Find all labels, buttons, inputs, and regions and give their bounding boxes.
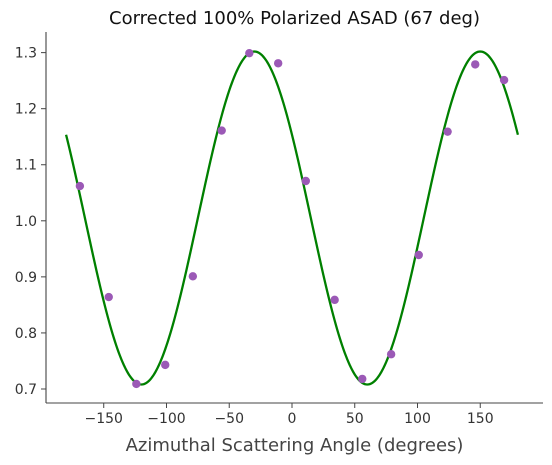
fit-layer (64, 50, 520, 386)
data-point (386, 350, 396, 359)
x-tick-label: 100 (404, 411, 431, 427)
data-point (188, 272, 198, 281)
x-tick-label: −50 (214, 411, 244, 427)
data-point (217, 126, 226, 135)
data-point (104, 292, 113, 302)
x-tick-label: 150 (467, 411, 494, 427)
data-point (330, 295, 339, 305)
points-layer (75, 48, 509, 389)
y-tick-label: 0.9 (15, 270, 37, 286)
y-tick-label: 0.8 (15, 326, 37, 342)
x-tick-label: −100 (147, 411, 185, 427)
y-tick-label: 1.3 (15, 46, 37, 62)
y-tick-label: 0.7 (15, 382, 37, 398)
tick-layer: −150 −100 −50 0 50 100 150 0.7 0.8 0.9 1.0 1.1 1.2 1.… (15, 46, 494, 427)
x-tick-label: 50 (346, 411, 364, 427)
x-tick-label: −150 (85, 411, 123, 427)
x-tick-label: 0 (288, 411, 297, 427)
y-tick-label: 1.1 (15, 158, 37, 174)
data-point (499, 75, 509, 85)
data-point (132, 379, 141, 389)
data-point (414, 250, 423, 260)
data-point (358, 374, 367, 384)
chart-title: Corrected 100% Polarized ASAD (67 deg) (109, 8, 480, 29)
data-point (273, 59, 283, 68)
fit-curve (64, 50, 520, 386)
data-point (75, 181, 85, 191)
data-point (443, 127, 452, 136)
data-point (471, 60, 480, 69)
y-tick-label: 1.0 (15, 214, 37, 230)
data-point (245, 48, 254, 58)
data-point (161, 360, 170, 370)
x-axis-title: Azimuthal Scattering Angle (degrees) (126, 435, 464, 456)
y-tick-label: 1.2 (15, 102, 37, 118)
axes (45, 32, 543, 404)
data-point (301, 176, 310, 186)
